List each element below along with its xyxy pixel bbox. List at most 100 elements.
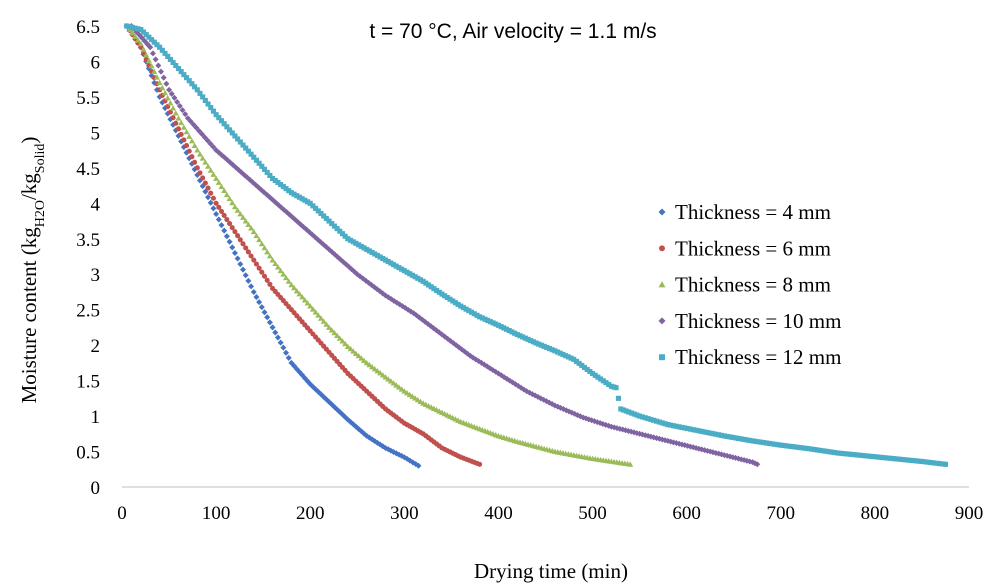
data-point — [293, 287, 300, 294]
data-point — [843, 451, 849, 457]
legend-item-1: Thickness = 4 mm — [658, 200, 831, 224]
data-point — [148, 63, 155, 69]
data-point — [256, 299, 263, 306]
data-point — [809, 446, 815, 452]
data-point — [390, 380, 397, 386]
data-point — [682, 425, 688, 431]
data-point — [546, 346, 553, 352]
data-point — [140, 29, 147, 35]
data-point — [191, 142, 198, 148]
data-point — [707, 430, 713, 436]
series-3 — [123, 23, 634, 467]
data-point — [931, 460, 937, 466]
data-point — [458, 303, 464, 309]
data-point — [817, 447, 823, 453]
data-point — [685, 426, 691, 432]
data-point — [544, 344, 550, 351]
data-point — [627, 461, 634, 467]
data-point — [598, 376, 604, 382]
y-axis-title-sub1: H2O — [33, 200, 48, 227]
data-point — [823, 448, 829, 454]
data-point — [264, 314, 271, 321]
data-point — [463, 306, 469, 312]
legend-label: Thickness = 4 mm — [675, 200, 831, 224]
data-point — [350, 348, 357, 354]
data-point — [251, 154, 257, 160]
y-axis-title-sub2: Solid — [33, 144, 48, 174]
data-point — [210, 143, 217, 150]
data-point — [493, 321, 499, 327]
data-point — [718, 432, 725, 438]
data-point — [837, 450, 843, 456]
data-point — [258, 304, 265, 311]
data-point — [278, 182, 284, 188]
data-point — [939, 461, 946, 467]
data-point — [758, 439, 764, 445]
data-point — [576, 360, 582, 366]
data-point — [399, 266, 405, 272]
data-point — [252, 181, 259, 188]
data-point — [557, 350, 563, 356]
x-tick-label: 900 — [955, 503, 984, 524]
data-point — [323, 321, 330, 327]
data-point — [552, 348, 558, 354]
data-point — [645, 416, 651, 422]
data-point — [199, 155, 206, 161]
data-point — [189, 81, 195, 87]
data-point — [631, 411, 637, 417]
data-point — [140, 46, 147, 52]
data-point — [215, 216, 222, 223]
data-point — [336, 335, 343, 341]
data-point — [623, 408, 629, 414]
data-point — [291, 191, 297, 197]
data-point — [928, 459, 934, 466]
data-point — [549, 347, 555, 353]
data-point — [259, 269, 265, 275]
data-point — [755, 439, 761, 445]
data-point — [925, 459, 931, 465]
data-point — [286, 188, 292, 194]
data-point — [420, 278, 426, 284]
data-point — [520, 334, 526, 340]
data-point — [893, 456, 900, 462]
data-point — [701, 429, 708, 435]
data-point — [237, 261, 244, 268]
data-point — [321, 213, 327, 219]
data-point — [242, 272, 249, 279]
data-point — [224, 216, 230, 223]
data-point — [339, 338, 346, 344]
data-point — [595, 374, 601, 380]
data-point — [235, 233, 241, 239]
data-point — [417, 277, 424, 283]
data-point — [431, 286, 437, 292]
data-point — [361, 357, 367, 363]
data-point — [415, 275, 421, 281]
data-point — [350, 239, 356, 245]
y-axis-title: Moisture content (kgH2O/kgSolid) — [17, 137, 48, 404]
data-point — [498, 324, 504, 330]
data-point — [208, 190, 214, 196]
x-tick-label: 100 — [202, 503, 231, 524]
data-point — [154, 42, 160, 48]
data-point — [304, 199, 311, 205]
data-point — [396, 265, 402, 271]
data-point — [153, 74, 160, 80]
data-point — [175, 115, 182, 121]
data-point — [374, 252, 380, 259]
data-point — [274, 334, 281, 341]
data-point — [277, 267, 284, 274]
data-point — [439, 291, 445, 297]
data-point — [565, 354, 571, 360]
data-point — [194, 165, 200, 171]
data-point — [388, 260, 394, 266]
data-point — [471, 311, 477, 317]
data-point — [374, 367, 381, 374]
x-tick-label: 200 — [296, 503, 325, 524]
data-point — [134, 37, 141, 43]
data-point — [393, 382, 400, 388]
data-point — [231, 249, 238, 256]
data-point — [213, 210, 220, 217]
data-point — [253, 232, 260, 239]
series-5 — [124, 23, 949, 467]
data-point — [170, 115, 176, 121]
